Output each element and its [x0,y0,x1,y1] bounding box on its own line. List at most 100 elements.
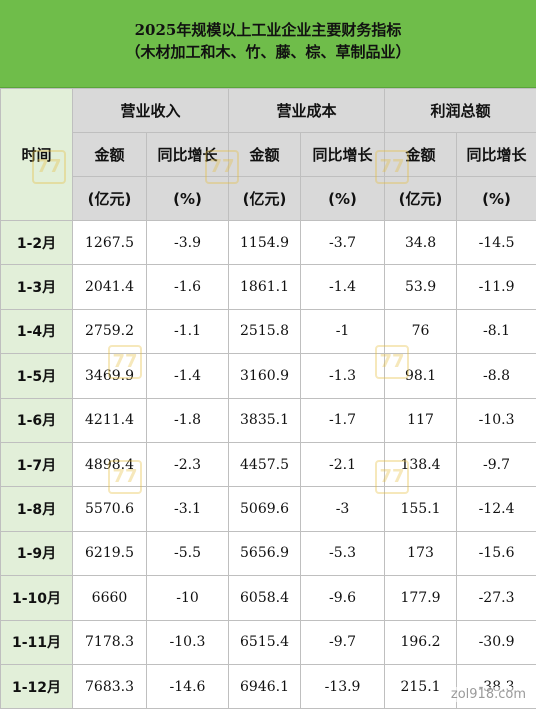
period-cell: 1-10月 [1,576,73,620]
profit-growth-cell: -14.5 [457,221,536,265]
profit-amount-cell: 177.9 [385,576,457,620]
cost-growth-cell: -3.7 [301,221,385,265]
profit-growth-cell: -10.3 [457,398,536,442]
revenue-amount-cell: 7683.3 [73,664,147,708]
profit-group-header: 利润总额 [385,89,536,133]
cost-growth-cell: -1.7 [301,398,385,442]
profit-growth-cell: -12.4 [457,487,536,531]
profit-amount-cell: 76 [385,309,457,353]
header-row-sub: 金额 同比增长 金额 同比增长 金额 同比增长 [1,133,536,177]
revenue-amount-cell: 5570.6 [73,487,147,531]
cost-amount-header: 金额 [229,133,301,177]
revenue-growth-cell: -10 [147,576,229,620]
period-cell: 1-5月 [1,354,73,398]
cost-growth-header: 同比增长 [301,133,385,177]
cost-amount-cell: 5069.6 [229,487,301,531]
cost-amount-cell: 1154.9 [229,221,301,265]
profit-amount-cell: 173 [385,531,457,575]
period-cell: 1-4月 [1,309,73,353]
header-row-units: (亿元) (%) (亿元) (%) (亿元) (%) [1,177,536,221]
profit-growth-cell: -15.6 [457,531,536,575]
table-title: 2025年规模以上工业企业主要财务指标 [0,19,536,40]
cost-growth-cell: -9.7 [301,620,385,664]
profit-growth-cell: -11.9 [457,265,536,309]
revenue-amount-cell: 4898.4 [73,442,147,486]
cost-amount-unit: (亿元) [229,177,301,221]
profit-amount-cell: 53.9 [385,265,457,309]
period-cell: 1-12月 [1,664,73,708]
revenue-amount-cell: 2041.4 [73,265,147,309]
revenue-growth-cell: -14.6 [147,664,229,708]
period-cell: 1-2月 [1,221,73,265]
cost-growth-cell: -1.4 [301,265,385,309]
revenue-growth-cell: -1.6 [147,265,229,309]
cost-growth-cell: -9.6 [301,576,385,620]
cost-amount-cell: 2515.8 [229,309,301,353]
period-cell: 1-11月 [1,620,73,664]
cost-amount-cell: 4457.5 [229,442,301,486]
cost-amount-cell: 5656.9 [229,531,301,575]
profit-amount-cell: 215.1 [385,664,457,708]
cost-amount-cell: 1861.1 [229,265,301,309]
profit-amount-cell: 34.8 [385,221,457,265]
revenue-growth-cell: -1.8 [147,398,229,442]
revenue-amount-cell: 1267.5 [73,221,147,265]
revenue-growth-cell: -1.4 [147,354,229,398]
revenue-growth-cell: -10.3 [147,620,229,664]
profit-growth-cell: -8.1 [457,309,536,353]
profit-amount-cell: 196.2 [385,620,457,664]
revenue-growth-unit: (%) [147,177,229,221]
cost-growth-cell: -1.3 [301,354,385,398]
revenue-amount-unit: (亿元) [73,177,147,221]
revenue-amount-cell: 2759.2 [73,309,147,353]
cost-amount-cell: 6515.4 [229,620,301,664]
revenue-growth-cell: -3.1 [147,487,229,531]
profit-growth-unit: (%) [457,177,536,221]
profit-growth-header: 同比增长 [457,133,536,177]
header-row-groups: 时间 营业收入 营业成本 利润总额 [1,89,536,133]
cost-growth-cell: -13.9 [301,664,385,708]
time-column-header: 时间 [1,89,73,221]
table-subtitle: （木材加工和木、竹、藤、棕、草制品业） [0,41,536,62]
revenue-growth-cell: -1.1 [147,309,229,353]
revenue-amount-cell: 4211.4 [73,398,147,442]
revenue-amount-header: 金额 [73,133,147,177]
cost-amount-cell: 3160.9 [229,354,301,398]
cost-amount-cell: 6058.4 [229,576,301,620]
cost-growth-cell: -2.1 [301,442,385,486]
revenue-amount-cell: 6660 [73,576,147,620]
cost-amount-cell: 3835.1 [229,398,301,442]
cost-amount-cell: 6946.1 [229,664,301,708]
period-cell: 1-3月 [1,265,73,309]
period-cell: 1-6月 [1,398,73,442]
profit-amount-unit: (亿元) [385,177,457,221]
profit-amount-cell: 117 [385,398,457,442]
profit-amount-cell: 155.1 [385,487,457,531]
cost-growth-cell: -1 [301,309,385,353]
revenue-group-header: 营业收入 [73,89,229,133]
revenue-growth-header: 同比增长 [147,133,229,177]
profit-amount-cell: 138.4 [385,442,457,486]
period-cell: 1-8月 [1,487,73,531]
cost-growth-cell: -3 [301,487,385,531]
title-banner: 2025年规模以上工业企业主要财务指标 （木材加工和木、竹、藤、棕、草制品业） [0,0,536,88]
profit-amount-cell: 98.1 [385,354,457,398]
revenue-growth-cell: -3.9 [147,221,229,265]
revenue-growth-cell: -5.5 [147,531,229,575]
revenue-amount-cell: 7178.3 [73,620,147,664]
profit-growth-cell: -27.3 [457,576,536,620]
revenue-amount-cell: 3469.9 [73,354,147,398]
profit-amount-header: 金额 [385,133,457,177]
revenue-amount-cell: 6219.5 [73,531,147,575]
